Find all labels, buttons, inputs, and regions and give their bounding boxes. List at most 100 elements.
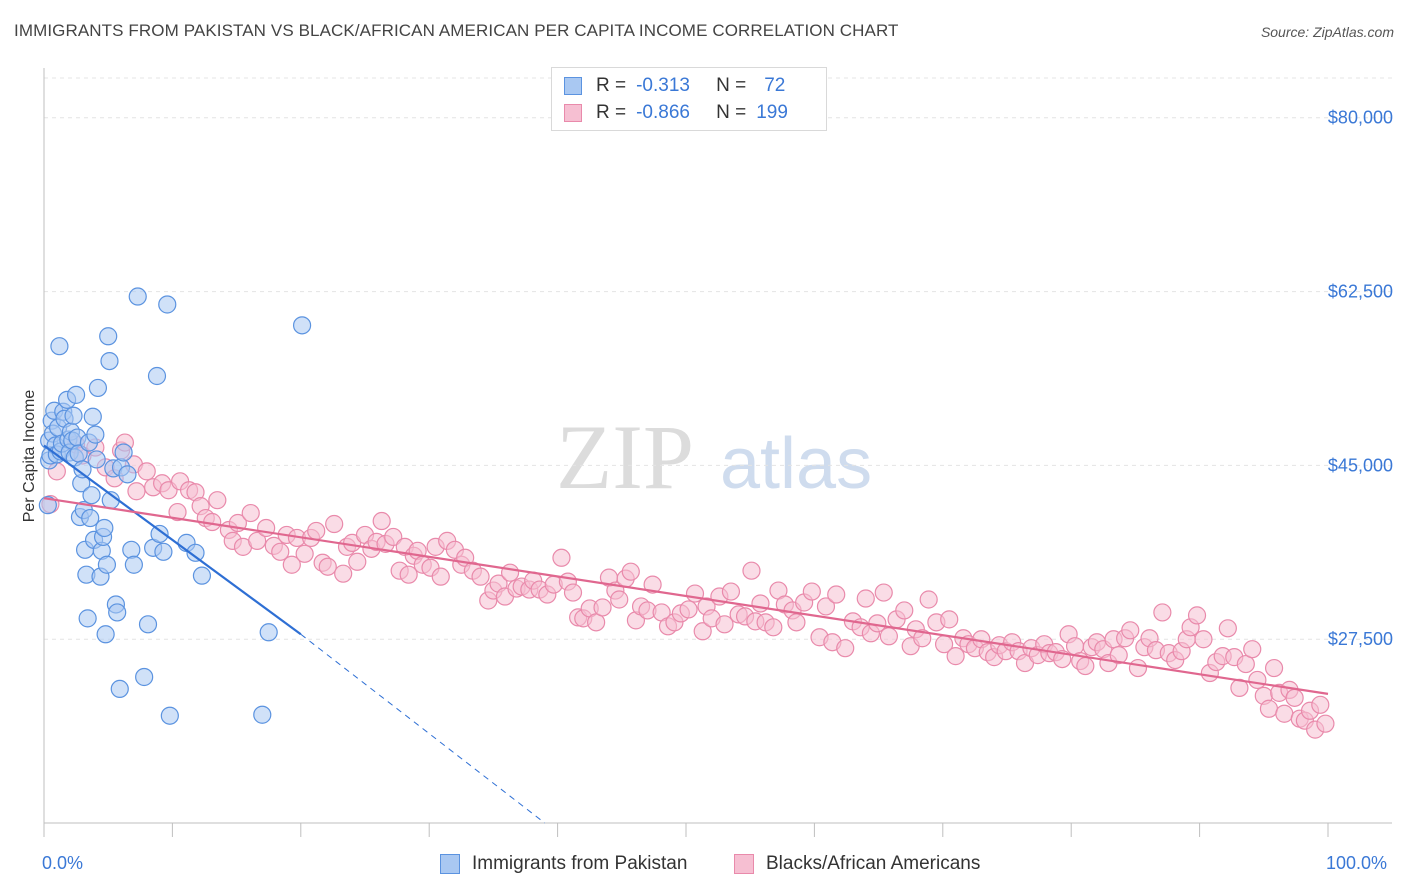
- data-point-black: [241, 503, 260, 523]
- data-point-pakistan: [128, 287, 147, 306]
- watermark: ZIP atlas: [556, 406, 872, 508]
- stats-n-label: N =: [716, 102, 747, 123]
- data-point-pakistan: [50, 337, 69, 356]
- axes: [43, 68, 1392, 837]
- data-point-black: [271, 542, 290, 561]
- data-point-black: [593, 598, 612, 617]
- data-point-pakistan: [66, 385, 86, 404]
- data-point-black: [348, 552, 367, 571]
- data-point-black: [679, 600, 698, 619]
- legend-item-black[interactable]: Blacks/African Americans: [734, 852, 980, 876]
- data-point-black: [137, 462, 156, 481]
- data-point-pakistan: [186, 543, 205, 562]
- data-point-pakistan: [86, 425, 105, 444]
- stats-r-label: R =: [596, 75, 627, 96]
- data-point-black: [827, 585, 846, 604]
- data-point-black: [940, 610, 959, 629]
- data-point-pakistan: [99, 327, 118, 346]
- data-point-black: [500, 563, 520, 582]
- data-point-black: [431, 567, 450, 586]
- data-point-black: [1285, 688, 1304, 707]
- data-point-pakistan: [135, 667, 154, 687]
- stats-row-pakistan: R = -0.313 N = 72: [564, 74, 785, 98]
- data-point-black: [919, 590, 938, 609]
- data-point-black: [1076, 656, 1095, 676]
- data-point-pakistan: [292, 316, 312, 335]
- data-point-black: [208, 491, 227, 510]
- y-tick-labels: $80,000 $62,500 $45,000 $27,500: [1328, 108, 1393, 650]
- stats-swatch-black: [564, 104, 582, 122]
- data-point-black: [399, 565, 418, 584]
- data-point-pakistan: [96, 625, 115, 644]
- data-point-pakistan: [158, 295, 177, 314]
- data-point-black: [751, 594, 770, 613]
- trend-line-black: [43, 497, 1329, 695]
- data-point-black: [1311, 695, 1330, 714]
- data-point-pakistan: [81, 508, 100, 528]
- data-point-black: [874, 583, 893, 602]
- y-tick-label: $62,500: [1328, 282, 1393, 302]
- legend-item-pakistan[interactable]: Immigrants from Pakistan: [440, 852, 687, 876]
- x-tick-max: 100.0%: [1326, 853, 1388, 873]
- data-point-black: [307, 521, 326, 541]
- watermark-zip: ZIP: [556, 406, 694, 508]
- data-point-pakistan: [259, 623, 278, 642]
- data-point-black: [325, 514, 344, 534]
- data-point-black: [384, 527, 403, 547]
- data-point-black: [372, 511, 391, 531]
- data-point-pakistan: [160, 706, 179, 725]
- data-point-black: [168, 502, 187, 522]
- y-tick-label: $80,000: [1328, 108, 1393, 128]
- data-point-pakistan: [192, 566, 212, 585]
- chart-title: IMMIGRANTS FROM PAKISTAN VS BLACK/AFRICA…: [14, 21, 899, 40]
- data-point-pakistan: [88, 378, 108, 398]
- data-point-pakistan: [100, 352, 119, 371]
- data-point-black: [610, 590, 629, 609]
- data-point-pakistan: [38, 496, 57, 515]
- data-point-pakistan: [253, 705, 272, 724]
- data-point-black: [1248, 670, 1267, 690]
- data-point-black: [1194, 630, 1213, 649]
- data-point-pakistan: [73, 460, 92, 479]
- data-point-pakistan: [124, 555, 143, 574]
- data-point-pakistan: [110, 679, 129, 699]
- data-point-black: [621, 562, 640, 581]
- data-point-black: [1316, 714, 1335, 733]
- data-point-black: [1243, 640, 1262, 659]
- data-point-black: [248, 531, 267, 550]
- data-point-pakistan: [82, 486, 101, 505]
- data-point-black: [742, 561, 761, 580]
- stats-r-value: -0.866: [636, 102, 690, 123]
- data-point-black: [913, 629, 932, 648]
- y-tick-label: $27,500: [1328, 629, 1393, 649]
- data-point-pakistan: [122, 540, 141, 559]
- data-point-black: [1259, 699, 1279, 718]
- legend-label-pakistan: Immigrants from Pakistan: [472, 853, 688, 874]
- data-point-pakistan: [97, 555, 117, 574]
- data-point-black: [1121, 621, 1140, 640]
- trend-line-pakistan-extension: [300, 633, 546, 824]
- data-point-black: [1128, 658, 1148, 678]
- data-point-black: [816, 597, 836, 616]
- data-point-pakistan: [138, 615, 158, 634]
- data-point-black: [552, 548, 571, 567]
- data-point-black: [127, 482, 146, 501]
- data-point-black: [802, 582, 821, 601]
- watermark-atlas: atlas: [720, 424, 872, 504]
- data-point-pakistan: [64, 406, 83, 425]
- y-tick-label: $45,000: [1328, 455, 1393, 475]
- data-point-black: [836, 639, 855, 658]
- data-point-black: [295, 544, 314, 563]
- data-point-black: [318, 557, 337, 576]
- x-tick-min: 0.0%: [42, 853, 84, 873]
- data-point-pakistan: [108, 603, 127, 622]
- legend-swatch-pakistan: [440, 854, 460, 874]
- data-point-pakistan: [78, 609, 97, 628]
- data-point-pakistan: [118, 465, 137, 484]
- data-point-black: [721, 582, 741, 601]
- stats-r-value: -0.313: [636, 75, 690, 96]
- trend-lines: [43, 444, 1329, 824]
- stats-swatch-pakistan: [564, 77, 582, 95]
- data-point-black: [1153, 603, 1172, 622]
